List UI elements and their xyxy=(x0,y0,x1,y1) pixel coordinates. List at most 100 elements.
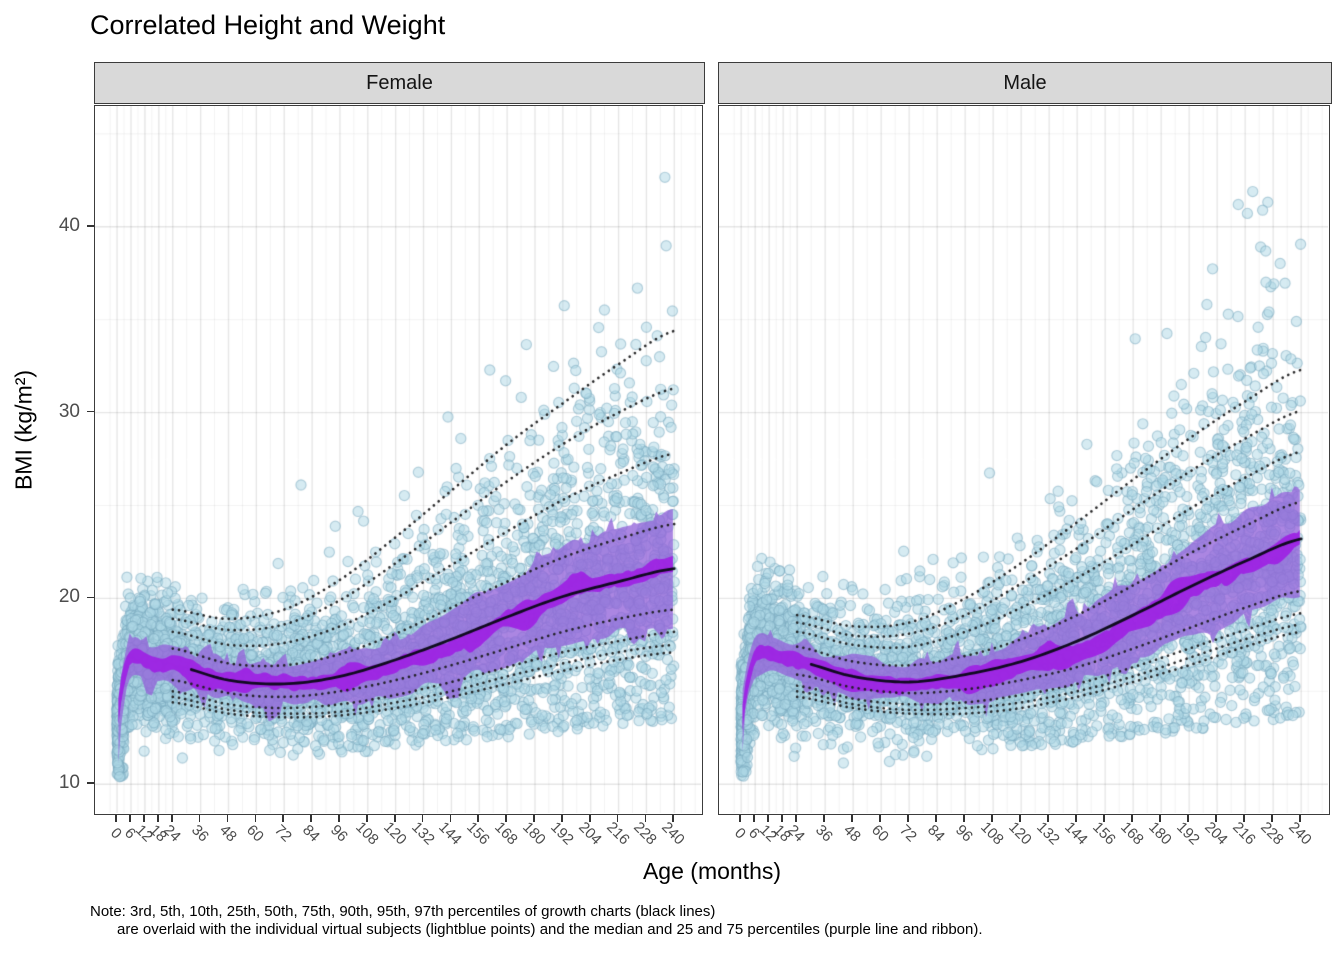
x-tick-mark xyxy=(879,815,882,822)
x-tick-mark xyxy=(1243,815,1246,822)
x-tick-mark xyxy=(1103,815,1106,822)
x-tick-label: 240 xyxy=(1285,818,1316,849)
x-tick-mark xyxy=(129,815,131,822)
x-tick-label: 144 xyxy=(435,818,466,849)
x-tick-label: 132 xyxy=(1033,818,1064,849)
facet-strip-male: Male xyxy=(718,62,1332,104)
x-tick-label: 72 xyxy=(271,821,296,846)
y-tick-mark xyxy=(87,224,94,227)
y-tick-mark xyxy=(87,410,94,413)
note-line-1: Note: 3rd, 5th, 10th, 25th, 50th, 75th, … xyxy=(90,903,716,920)
x-tick-label: 96 xyxy=(327,821,351,846)
x-tick-label: 24 xyxy=(784,821,809,846)
y-tick-label: 20 xyxy=(58,586,80,608)
x-tick-mark xyxy=(1187,815,1190,822)
x-tick-mark xyxy=(991,815,994,822)
x-tick-mark xyxy=(781,815,784,822)
x-tick-label: 84 xyxy=(924,821,949,846)
x-tick-label: 180 xyxy=(1145,818,1176,849)
x-tick-mark xyxy=(1075,815,1078,822)
x-tick-mark xyxy=(907,815,910,822)
x-tick-mark xyxy=(851,815,854,822)
x-tick-mark xyxy=(505,815,507,822)
x-tick-label: 168 xyxy=(491,818,521,849)
x-tick-label: 48 xyxy=(840,821,865,846)
x-tick-mark xyxy=(310,815,312,822)
x-tick-label: 108 xyxy=(977,818,1008,849)
x-tick-label: 180 xyxy=(519,818,549,849)
x-tick-label: 72 xyxy=(896,821,921,846)
facet-strip-female-label: Female xyxy=(366,71,433,94)
panel-male xyxy=(718,105,1330,815)
panel-female xyxy=(94,105,703,815)
x-tick-label: 204 xyxy=(1201,818,1232,849)
x-tick-mark xyxy=(823,815,826,822)
x-tick-label: 156 xyxy=(463,818,494,849)
y-tick-mark xyxy=(87,596,94,599)
x-tick-mark xyxy=(935,815,938,822)
y-axis-title: BMI (kg/m²) xyxy=(10,369,37,491)
note-line-2: are overlaid with the individual virtual… xyxy=(117,921,983,938)
x-tick-mark xyxy=(672,815,675,822)
x-tick-mark xyxy=(561,815,563,822)
x-tick-mark xyxy=(795,815,798,822)
x-tick-label: 60 xyxy=(243,821,268,846)
x-tick-label: 108 xyxy=(351,818,382,849)
facet-strip-female: Female xyxy=(94,62,705,104)
x-tick-mark xyxy=(1019,815,1022,822)
x-tick-label: 192 xyxy=(1173,818,1204,849)
y-tick-label: 40 xyxy=(58,214,80,236)
x-tick-mark xyxy=(365,815,368,822)
facet-strip-male-label: Male xyxy=(1003,71,1047,94)
x-tick-mark xyxy=(616,815,619,822)
x-tick-mark xyxy=(282,815,285,822)
x-tick-label: 36 xyxy=(187,821,212,846)
x-tick-label: 156 xyxy=(1089,818,1120,849)
x-tick-mark xyxy=(338,815,340,822)
x-tick-mark xyxy=(963,815,966,822)
x-tick-mark xyxy=(115,815,117,822)
x-tick-label: 228 xyxy=(1257,818,1288,849)
x-tick-label: 60 xyxy=(868,821,893,846)
x-tick-mark xyxy=(254,815,257,822)
x-tick-mark xyxy=(753,815,756,822)
x-tick-mark xyxy=(1271,815,1274,822)
x-tick-mark xyxy=(739,815,742,822)
x-tick-label: 24 xyxy=(159,821,184,846)
x-tick-label: 84 xyxy=(299,821,324,846)
x-tick-mark xyxy=(588,815,591,822)
x-tick-label: 228 xyxy=(630,818,661,849)
x-tick-mark xyxy=(449,815,452,822)
x-tick-mark xyxy=(644,815,647,822)
x-tick-label: 192 xyxy=(547,818,577,849)
x-tick-mark xyxy=(170,815,173,822)
female-panel-canvas xyxy=(95,106,701,813)
x-tick-mark xyxy=(477,815,480,822)
x-tick-mark xyxy=(1131,815,1134,822)
x-tick-mark xyxy=(533,815,535,822)
x-tick-mark xyxy=(421,815,424,822)
male-panel-canvas xyxy=(719,106,1328,813)
x-tick-label: 216 xyxy=(602,818,633,849)
x-tick-mark xyxy=(767,815,770,822)
x-tick-label: 120 xyxy=(1005,818,1036,849)
x-tick-mark xyxy=(393,815,396,822)
y-tick-mark xyxy=(87,782,94,785)
x-tick-mark xyxy=(1047,815,1050,822)
x-tick-mark xyxy=(226,815,229,822)
y-tick-label: 10 xyxy=(58,772,80,794)
x-tick-mark xyxy=(143,815,145,822)
x-tick-mark xyxy=(157,815,159,822)
x-tick-label: 132 xyxy=(407,818,438,849)
x-tick-label: 36 xyxy=(812,821,837,846)
y-tick-label: 30 xyxy=(58,400,80,422)
x-tick-mark xyxy=(1159,815,1162,822)
x-axis-title: Age (months) xyxy=(642,858,782,884)
x-tick-mark xyxy=(1299,815,1302,822)
x-tick-mark xyxy=(1215,815,1218,822)
x-tick-label: 96 xyxy=(952,821,977,846)
x-tick-label: 168 xyxy=(1117,818,1148,849)
chart-title: Correlated Height and Weight xyxy=(90,10,446,40)
x-tick-label: 216 xyxy=(1229,818,1260,849)
